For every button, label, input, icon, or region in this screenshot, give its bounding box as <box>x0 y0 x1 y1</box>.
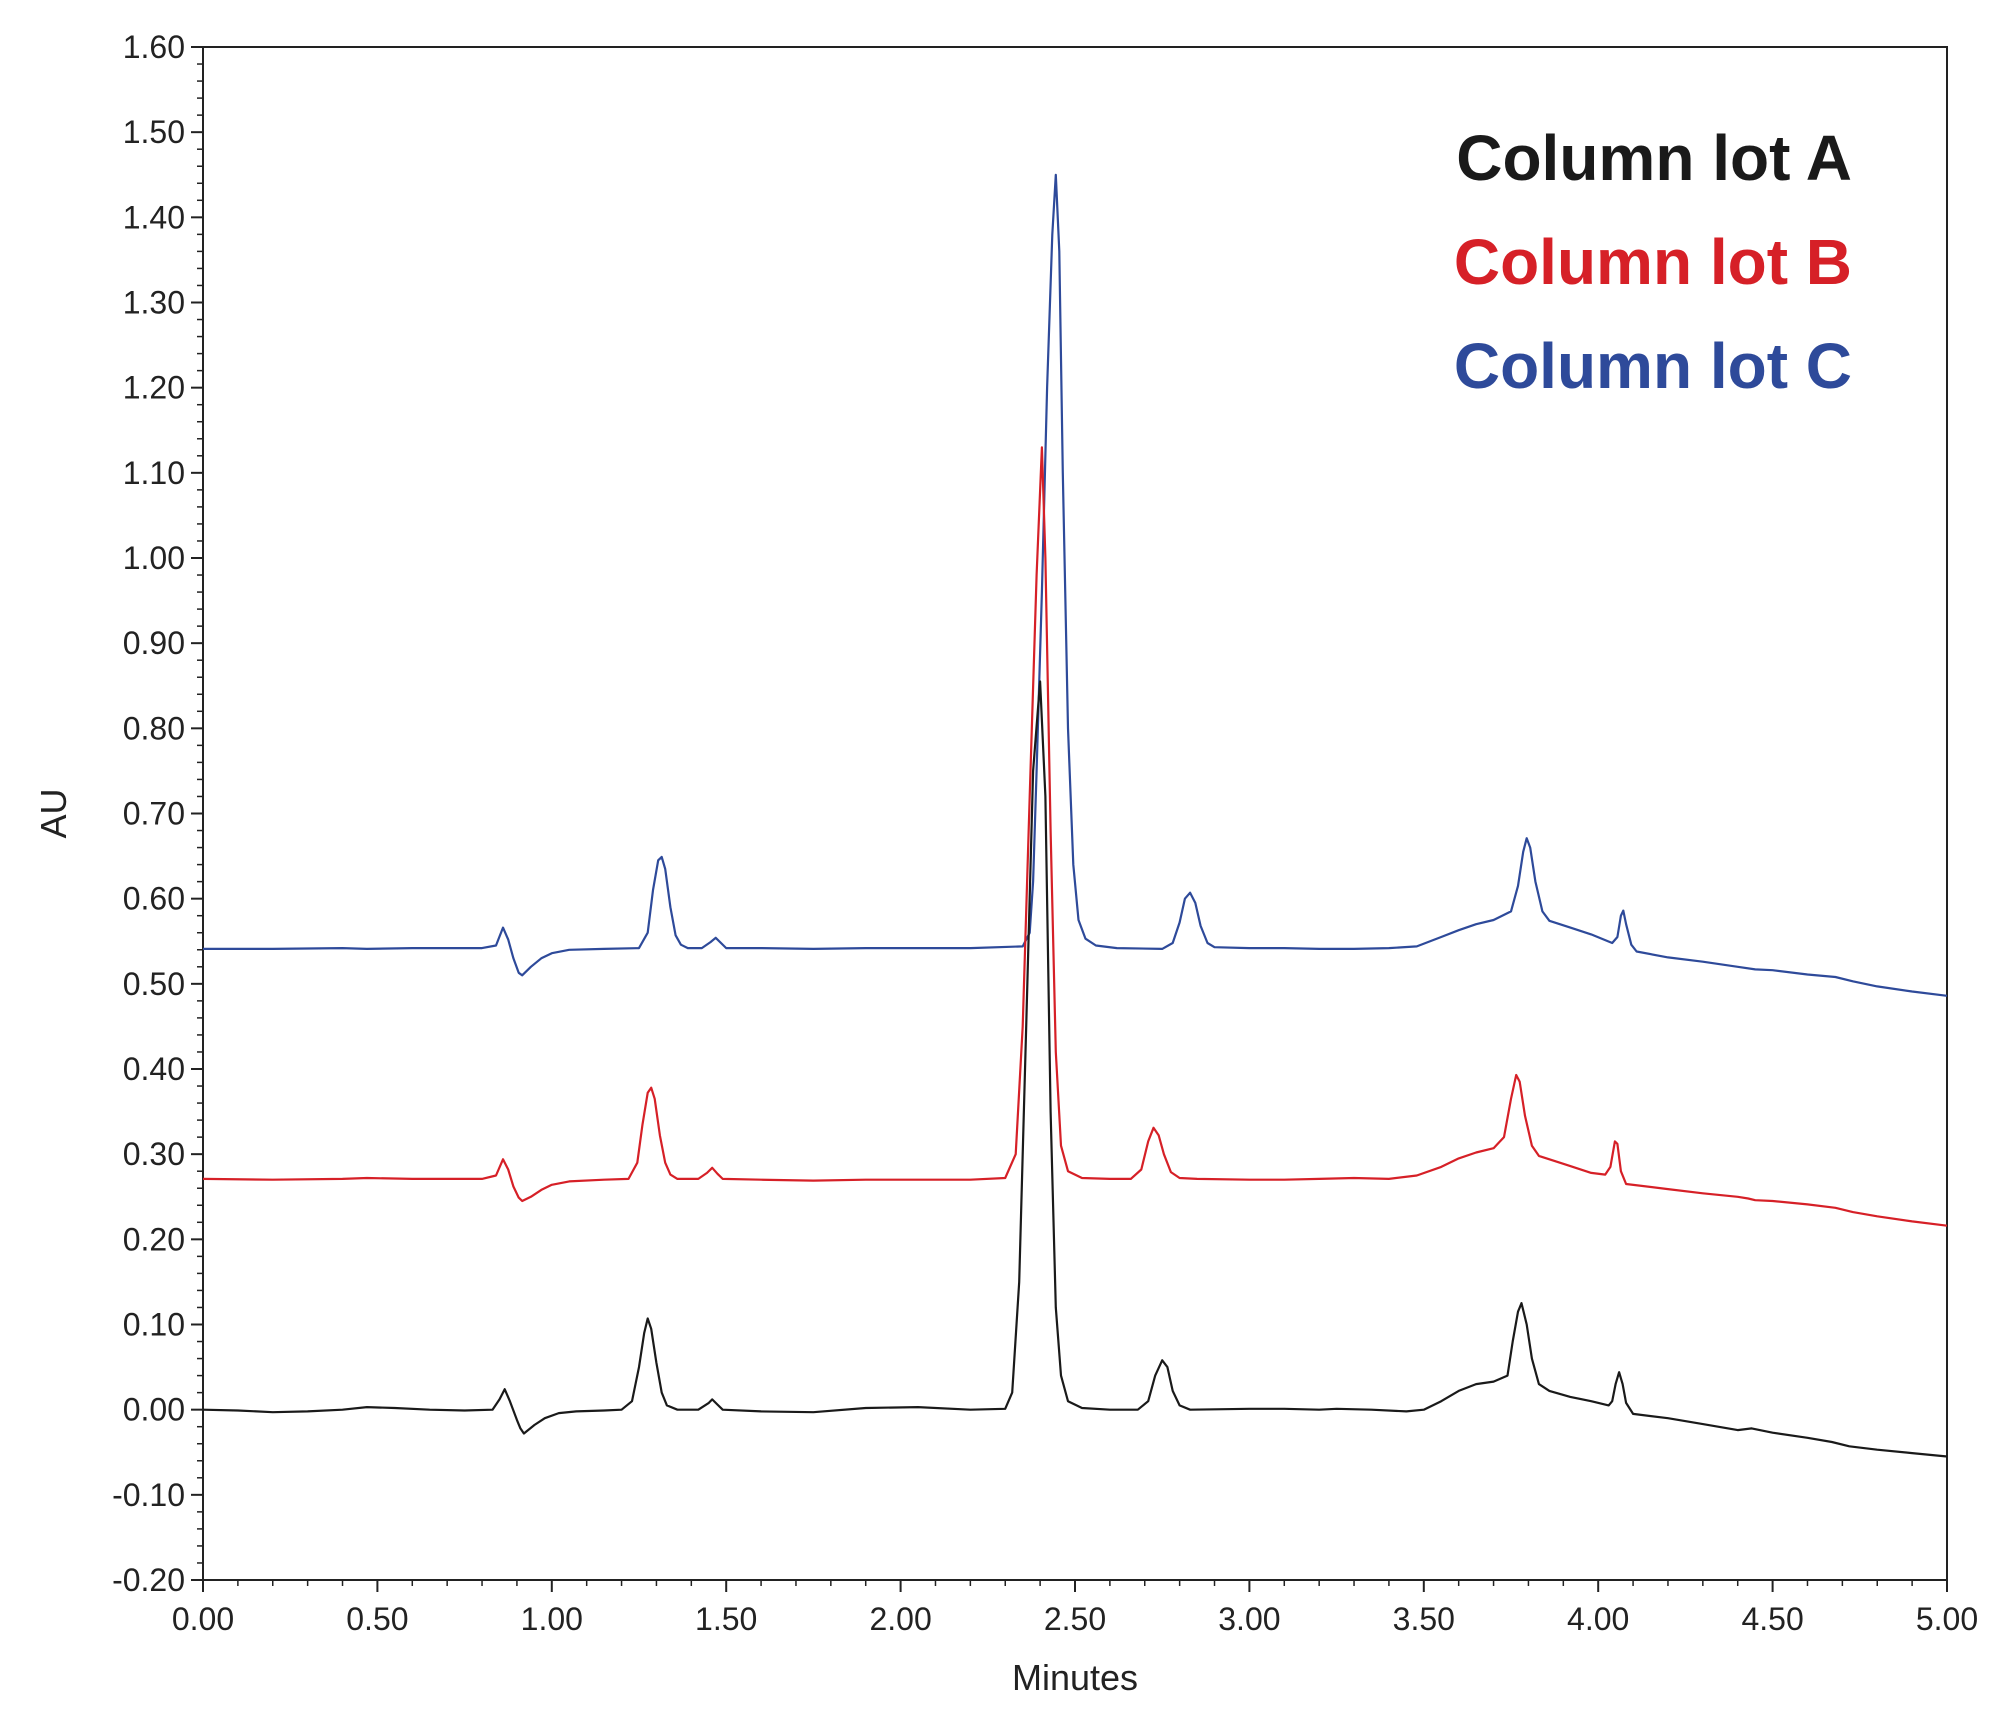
x-tick-label: 5.00 <box>1916 1601 1978 1637</box>
y-tick-label: 0.40 <box>123 1051 185 1087</box>
legend: Column lot A Column lot B Column lot C <box>1454 122 1852 402</box>
y-tick-label: -0.20 <box>112 1562 185 1598</box>
x-tick-label: 2.50 <box>1044 1601 1106 1637</box>
legend-entry-column-lot-c: Column lot C <box>1454 330 1852 402</box>
y-tick-label: -0.10 <box>112 1477 185 1513</box>
y-tick-label: 1.20 <box>123 370 185 406</box>
x-tick-label: 4.50 <box>1741 1601 1803 1637</box>
y-tick-label: 0.50 <box>123 966 185 1002</box>
y-tick-label: 0.00 <box>123 1392 185 1428</box>
y-tick-label: 1.40 <box>123 199 185 235</box>
legend-entry-column-lot-a: Column lot A <box>1456 122 1852 194</box>
x-axis-title: Minutes <box>1012 1657 1138 1698</box>
series-lines <box>202 173 1948 1458</box>
y-tick-label: 0.60 <box>123 881 185 917</box>
y-tick-label: 1.60 <box>123 29 185 65</box>
x-tick-label: 1.50 <box>695 1601 757 1637</box>
y-tick-label: 1.50 <box>123 114 185 150</box>
x-tick-label: 0.50 <box>346 1601 408 1637</box>
y-tick-label: 1.10 <box>123 455 185 491</box>
y-tick-label: 0.10 <box>123 1307 185 1343</box>
x-tick-label: 3.50 <box>1393 1601 1455 1637</box>
y-axis-title: AU <box>33 788 74 838</box>
series-line-column-lot-a <box>202 680 1948 1458</box>
y-tick-label: 1.30 <box>123 285 185 321</box>
y-tick-label: 0.90 <box>123 625 185 661</box>
series-line-column-lot-b <box>202 446 1948 1227</box>
legend-entry-column-lot-b: Column lot B <box>1454 226 1852 298</box>
y-tick-label: 1.00 <box>123 540 185 576</box>
x-tick-label: 2.00 <box>869 1601 931 1637</box>
y-tick-label: 0.30 <box>123 1136 185 1172</box>
y-tick-label: 0.80 <box>123 710 185 746</box>
x-tick-label: 4.00 <box>1567 1601 1629 1637</box>
x-tick-label: 0.00 <box>172 1601 234 1637</box>
series-line-column-lot-c <box>203 173 1948 997</box>
y-axis: -0.20 -0.10 0.00 0.10 0.20 0.30 0.40 0.50 0.60 0.… <box>112 29 203 1598</box>
y-tick-label: 0.70 <box>123 796 185 832</box>
y-tick-label: 0.20 <box>123 1221 185 1257</box>
x-axis: 0.00 0.50 1.00 1.50 2.00 2.50 3.00 3.50 4.00 4.50… <box>172 1580 1978 1637</box>
x-tick-label: 1.00 <box>521 1601 583 1637</box>
x-tick-label: 3.00 <box>1218 1601 1280 1637</box>
